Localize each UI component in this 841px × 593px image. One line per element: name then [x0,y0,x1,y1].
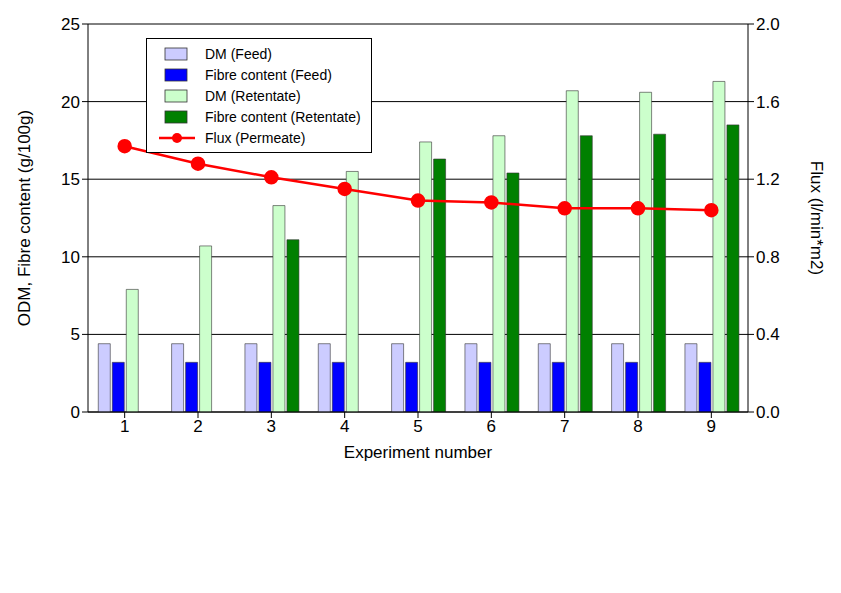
svg-text:0.0: 0.0 [756,403,780,422]
svg-text:Flux (l/min*m2): Flux (l/min*m2) [807,161,826,275]
svg-text:1: 1 [120,417,129,436]
svg-text:9: 9 [707,417,716,436]
html-text:Fibre content (Feed): Fibre content (Feed) [205,66,332,83]
svg-text:1.2: 1.2 [756,170,780,189]
svg-text:2: 2 [193,417,202,436]
svg-text:2.0: 2.0 [756,15,780,34]
html-text:Flux (Permeate): Flux (Permeate) [205,129,306,146]
svg-text:Experiment number: Experiment number [344,443,493,462]
svg-text:ODM, Fibre content (g/100g): ODM, Fibre content (g/100g) [15,110,34,326]
svg-text:7: 7 [560,417,569,436]
html-text:DM (Feed): DM (Feed) [205,45,272,62]
svg-text:0.8: 0.8 [756,248,780,267]
svg-text:4: 4 [340,417,349,436]
svg-text:25: 25 [61,15,80,34]
svg-text:6: 6 [487,417,496,436]
svg-text:8: 8 [633,417,642,436]
svg-text:20: 20 [61,93,80,112]
svg-text:5: 5 [413,417,422,436]
svg-text:0: 0 [71,403,80,422]
svg-text:3: 3 [267,417,276,436]
svg-text:0.4: 0.4 [756,325,780,344]
html-text:Fibre content (Retentate): Fibre content (Retentate) [205,108,361,125]
html-text:DM (Retentate): DM (Retentate) [205,87,301,104]
svg-text:1.6: 1.6 [756,93,780,112]
svg-text:10: 10 [61,248,80,267]
svg-text:5: 5 [71,325,80,344]
svg-text:15: 15 [61,170,80,189]
